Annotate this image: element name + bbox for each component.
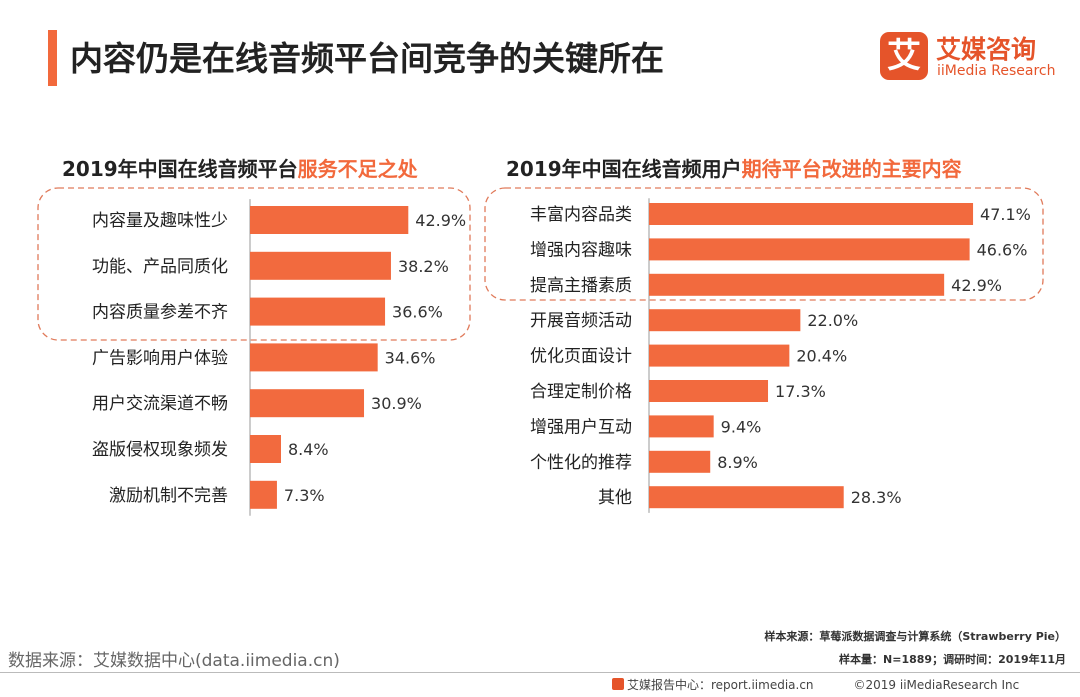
page-title: 内容仍是在线音频平台间竞争的关键所在 — [70, 39, 664, 78]
right-chart-bar — [649, 415, 714, 438]
brand-logo: 艾 艾媒咨询 iiMedia Research — [880, 30, 1060, 84]
left-chart-title: 2019年中国在线音频平台服务不足之处 — [62, 153, 418, 182]
sample-size: 样本量：N=1889；调研时间：2019年11月 — [839, 653, 1066, 666]
right-chart-value-label: 17.3% — [775, 382, 826, 401]
right-chart-value-label: 46.6% — [977, 240, 1028, 259]
right-chart-value-label: 22.0% — [807, 311, 858, 330]
title-accent-bar — [48, 30, 57, 86]
logo-name-en: iiMedia Research — [937, 63, 1056, 79]
right-chart-category-label: 个性化的推荐 — [530, 453, 632, 473]
right-chart-value-label: 47.1% — [980, 205, 1031, 224]
right-chart-bar — [649, 273, 945, 296]
logo-name-cn: 艾媒咨询 — [936, 35, 1037, 64]
left-chart-title-highlight: 服务不足之处 — [297, 157, 418, 181]
left-chart-value-label: 30.9% — [371, 394, 422, 413]
right-chart-title-highlight: 期待平台改进的主要内容 — [741, 157, 962, 181]
right-chart-value-label: 8.9% — [717, 453, 758, 472]
right-chart-category-label: 丰富内容品类 — [530, 205, 632, 225]
left-chart-category-label: 内容质量参差不齐 — [92, 303, 228, 323]
left-chart-highlight-box — [37, 187, 471, 341]
left-chart-category-label: 广告影响用户体验 — [92, 348, 228, 368]
report-center: 艾媒报告中心：report.iimedia.cn — [627, 678, 814, 692]
left-chart-bar — [250, 389, 365, 418]
right-chart-bar — [649, 238, 970, 261]
left-chart-category-label: 激励机制不完善 — [109, 486, 228, 506]
right-chart-bar — [649, 203, 974, 225]
left-chart-category-label: 盗版侵权现象频发 — [92, 440, 228, 460]
left-chart-value-label: 34.6% — [385, 348, 436, 367]
left-chart-value-label: 38.2% — [398, 257, 449, 276]
right-chart-category-label: 其他 — [598, 488, 632, 508]
right-chart-value-label: 20.4% — [796, 347, 847, 366]
logo-mark-icon: 艾 — [880, 32, 928, 80]
left-chart-bar — [250, 297, 386, 326]
footer-divider — [0, 672, 1080, 673]
right-chart-bar — [649, 344, 790, 367]
right-chart-title: 2019年中国在线音频用户期待平台改进的主要内容 — [506, 153, 962, 182]
report-center-icon — [612, 678, 624, 690]
left-chart-value-label: 7.3% — [284, 486, 325, 505]
left-chart-bar — [250, 206, 409, 234]
left-chart-value-label: 8.4% — [288, 440, 329, 459]
right-chart-value-label: 9.4% — [721, 417, 762, 436]
left-chart-category-label: 用户交流渠道不畅 — [92, 394, 228, 414]
left-chart-bar — [250, 480, 277, 509]
data-source: 数据来源：艾媒数据中心(data.iimedia.cn) — [8, 651, 340, 671]
left-chart-category-label: 功能、产品同质化 — [92, 257, 228, 277]
left-chart-bar — [250, 343, 378, 372]
left-chart-title-prefix: 2019年中国在线音频平台 — [62, 157, 298, 181]
right-chart-title-prefix: 2019年中国在线音频用户 — [506, 157, 742, 181]
left-chart-category-label: 内容量及趣味性少 — [92, 211, 228, 231]
left-chart-bar — [250, 251, 391, 280]
footer-bottom: 艾媒报告中心：report.iimedia.cn ©2019 iiMediaRes… — [612, 676, 1019, 693]
copyright: ©2019 iiMediaResearch Inc — [853, 678, 1020, 692]
right-chart-highlight-box — [484, 187, 1044, 301]
right-chart-category-label: 开展音频活动 — [530, 311, 632, 331]
right-chart-bar — [649, 450, 711, 473]
right-chart-value-label: 28.3% — [851, 488, 902, 507]
right-chart-category-label: 增强内容趣味 — [530, 240, 632, 260]
left-chart-value-label: 42.9% — [415, 211, 466, 230]
left-chart-bar — [250, 435, 281, 463]
left-chart-value-label: 36.6% — [392, 303, 443, 322]
right-chart-category-label: 提高主播素质 — [530, 276, 632, 296]
right-chart-bar — [649, 309, 801, 332]
right-chart-bar — [649, 486, 844, 509]
right-chart-bar — [649, 380, 769, 402]
right-chart-category-label: 增强用户互动 — [530, 417, 632, 437]
sample-source: 样本来源：草莓派数据调查与计算系统（Strawberry Pie） — [764, 630, 1066, 643]
right-chart-category-label: 合理定制价格 — [530, 382, 632, 402]
right-chart-value-label: 42.9% — [951, 276, 1002, 295]
right-chart-category-label: 优化页面设计 — [530, 347, 632, 367]
